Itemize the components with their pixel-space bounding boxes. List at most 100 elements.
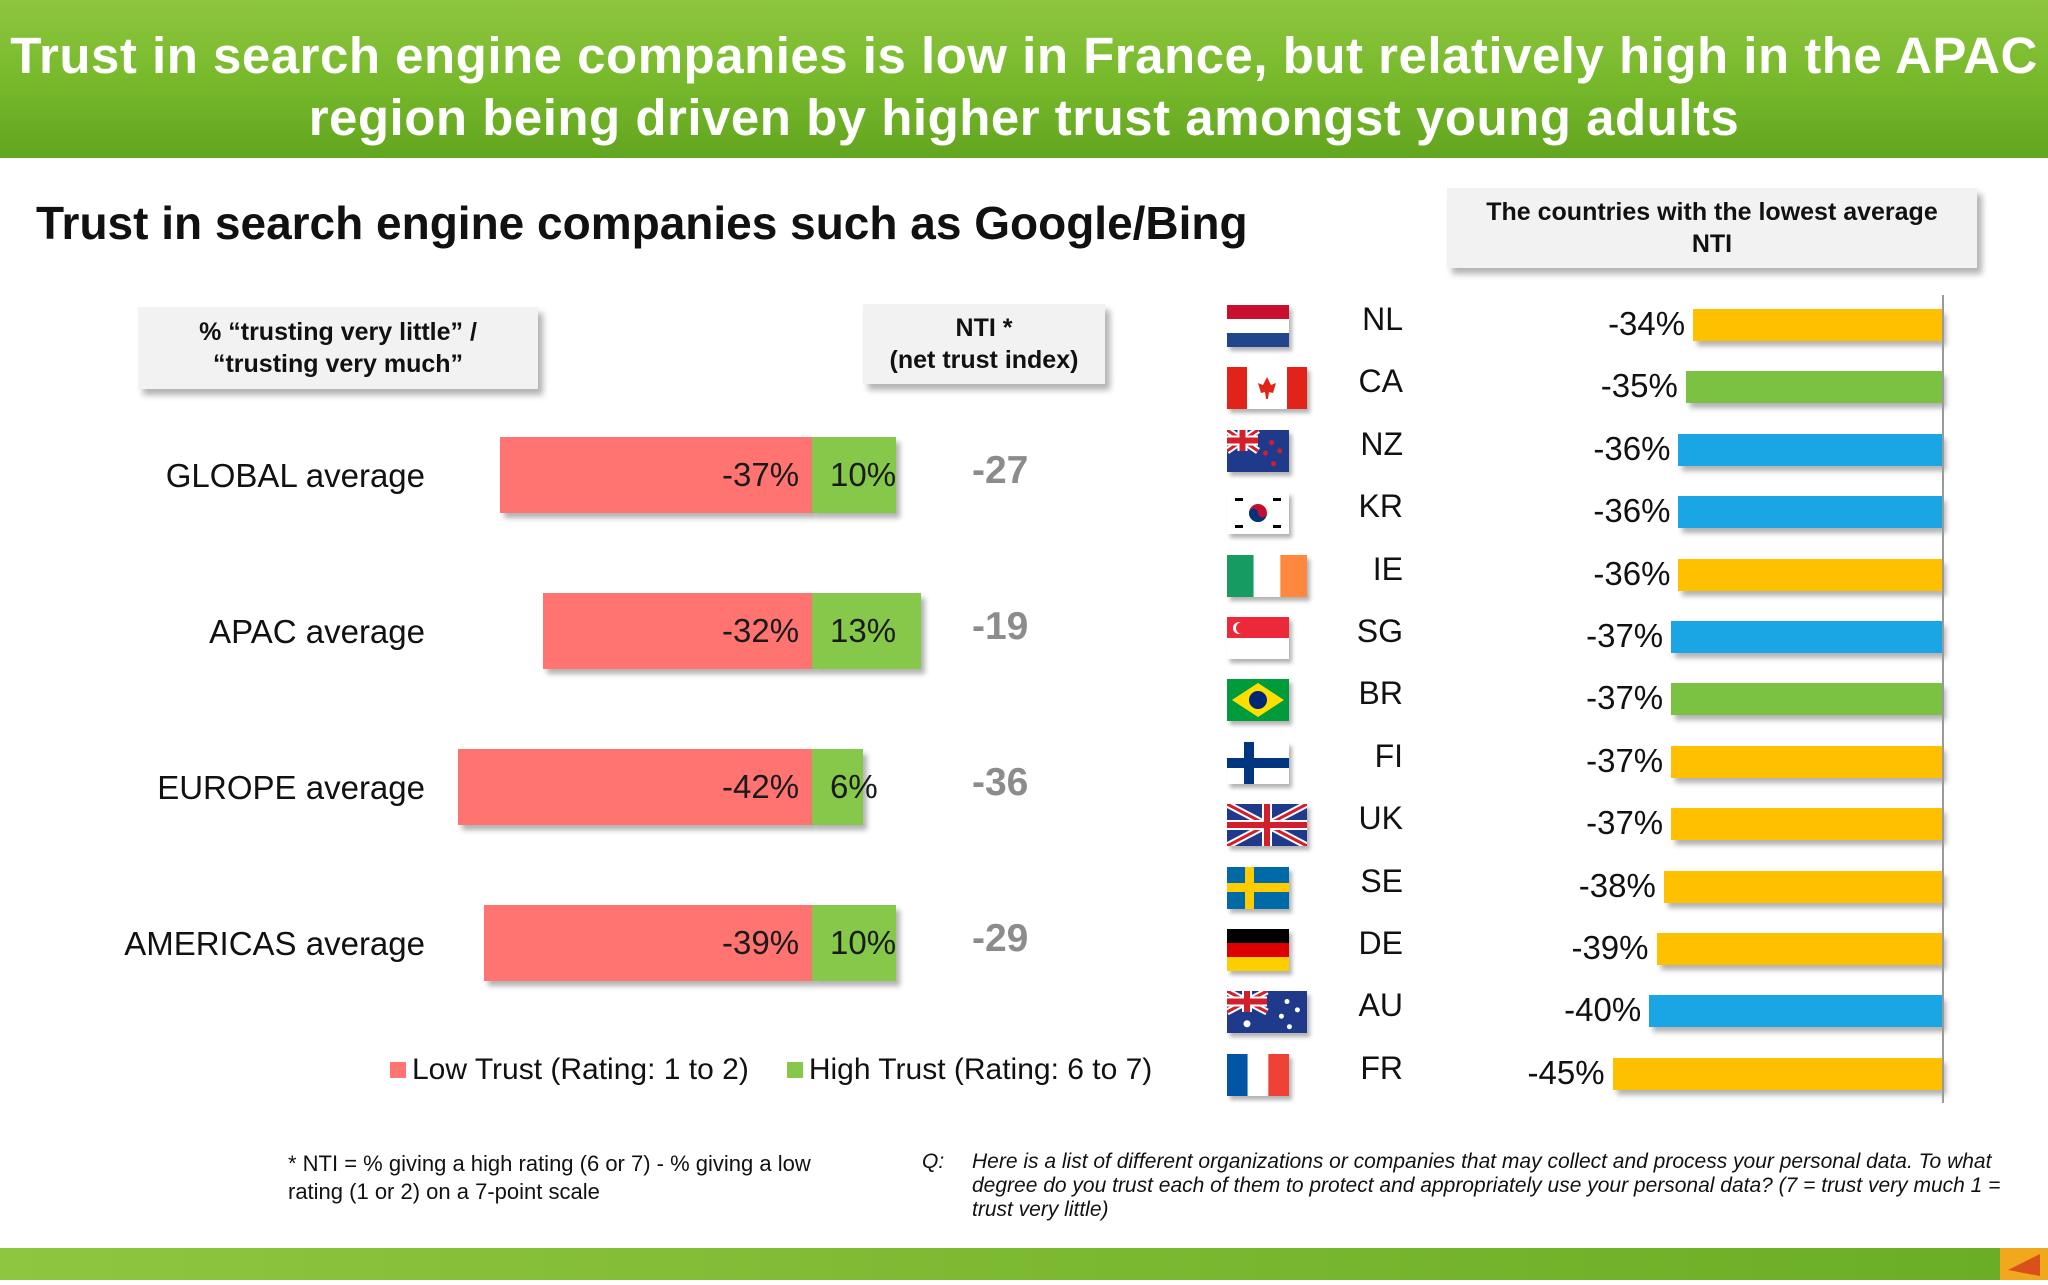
- flag-kr-icon: [1227, 492, 1289, 535]
- legend-label: High Trust (Rating: 6 to 7): [808, 1053, 1153, 1086]
- nti-value: -27: [972, 449, 1029, 492]
- legend-item-high-trust: High Trust (Rating: 6 to 7): [786, 1053, 1153, 1087]
- country-nti-data-label: -45%: [1527, 1053, 1605, 1091]
- nti-value: -29: [972, 917, 1029, 960]
- country-nti-data-label: -40%: [1564, 991, 1642, 1029]
- flag-au-icon-graphic: [1227, 991, 1307, 1034]
- low-trust-data-label: -42%: [722, 768, 800, 805]
- arrow-left-icon: [2008, 1254, 2040, 1276]
- country-label: UK: [1358, 800, 1403, 837]
- survey-question: Here is a list of different organization…: [972, 1150, 2001, 1221]
- country-nti-data-label: -37%: [1586, 804, 1664, 842]
- country-nti-bar: [1671, 745, 1942, 778]
- nti-callout: NTI * (net trust index): [863, 304, 1105, 384]
- country-nti-bar: [1685, 371, 1942, 404]
- country-nti-bar: [1612, 1057, 1942, 1090]
- country-nti-data-label: -36%: [1593, 429, 1671, 467]
- low-trust-bar: [458, 749, 812, 825]
- question-label: Q:: [922, 1150, 945, 1173]
- nti-value: -19: [972, 605, 1029, 648]
- chart-axis-line: [1942, 295, 1944, 1103]
- country-nti-data-label: -36%: [1593, 492, 1671, 530]
- callout-line: NTI: [1691, 230, 1733, 258]
- callout-line: (net trust index): [889, 346, 1079, 374]
- low-trust-data-label: -37%: [722, 456, 800, 493]
- flag-ie-icon: [1227, 554, 1307, 597]
- country-label: SE: [1360, 862, 1403, 899]
- region-label: APAC average: [209, 613, 425, 650]
- country-label: IE: [1372, 550, 1403, 587]
- legend-item-low-trust: Low Trust (Rating: 1 to 2): [390, 1053, 749, 1087]
- callout-line: NTI *: [955, 314, 1013, 342]
- flag-sg-icon: [1227, 617, 1289, 659]
- legend-swatch-low-trust: [390, 1062, 406, 1078]
- flag-fi-icon-graphic: [1227, 741, 1289, 784]
- flag-sg-icon-graphic: [1227, 617, 1289, 659]
- low-trust-data-label: -32%: [722, 612, 800, 649]
- low-trust-data-label: -39%: [722, 924, 800, 961]
- country-nti-bar: [1678, 496, 1942, 529]
- trust-share-callout: % “trusting very little” / “trusting ver…: [138, 307, 538, 389]
- high-trust-data-label: 10%: [830, 924, 897, 961]
- high-trust-bar: [812, 749, 863, 825]
- flag-de-icon-graphic: [1227, 929, 1289, 971]
- country-label: FR: [1360, 1049, 1403, 1086]
- country-nti-data-label: -35%: [1600, 367, 1678, 405]
- flag-nl-icon-graphic: [1227, 305, 1289, 347]
- flag-ca-icon: [1227, 367, 1307, 410]
- region-label: EUROPE average: [157, 769, 425, 806]
- region-label: GLOBAL average: [165, 457, 425, 494]
- country-nti-data-label: -39%: [1571, 929, 1649, 966]
- country-label: SG: [1356, 613, 1403, 649]
- callout-line: “trusting very much”: [212, 350, 464, 378]
- flag-uk-icon-graphic: [1227, 804, 1307, 847]
- flag-ie-icon-graphic: [1227, 554, 1307, 597]
- footer-bar: [0, 1248, 2048, 1280]
- country-label: NZ: [1360, 425, 1403, 462]
- country-nti-bar: [1671, 683, 1942, 716]
- country-nti-data-label: -34%: [1608, 305, 1686, 342]
- country-nti-bar: [1678, 433, 1942, 466]
- high-trust-bar: [812, 437, 897, 513]
- country-nti-bar: [1656, 933, 1942, 965]
- flag-nl-icon: [1227, 305, 1289, 347]
- country-nti-bar: [1671, 808, 1942, 841]
- flag-de-icon: [1227, 929, 1289, 971]
- high-trust-data-label: 6%: [830, 768, 878, 805]
- country-label: NL: [1362, 301, 1403, 337]
- high-trust-data-label: 10%: [830, 456, 897, 493]
- low-trust-bar: [483, 905, 812, 981]
- country-nti-data-label: -38%: [1578, 866, 1656, 904]
- flag-ca-icon-graphic: [1227, 367, 1307, 410]
- chart-legend: Low Trust (Rating: 1 to 2) High Trust (R…: [390, 1050, 1190, 1090]
- country-nti-data-label: -37%: [1586, 679, 1664, 717]
- chart-subtitle: Trust in search engine companies such as…: [36, 197, 1248, 249]
- callout-line: % “trusting very little” /: [199, 318, 477, 346]
- lowest-nti-callout: The countries with the lowest average NT…: [1447, 188, 1977, 268]
- region-label: AMERICAS average: [124, 925, 425, 962]
- nti-value: -36: [972, 761, 1029, 804]
- country-nti-data-label: -36%: [1593, 554, 1671, 592]
- slide-title-line-2: region being driven by higher trust amon…: [308, 89, 1740, 146]
- flag-fi-icon: [1227, 741, 1289, 784]
- country-nti-data-label: -37%: [1586, 741, 1664, 779]
- country-label: KR: [1358, 488, 1403, 525]
- flag-br-icon: [1227, 679, 1289, 722]
- previous-slide-button[interactable]: [2000, 1248, 2048, 1280]
- low-trust-bar: [500, 437, 812, 513]
- flag-se-icon: [1227, 866, 1289, 909]
- flag-nz-icon-graphic: [1227, 429, 1289, 472]
- country-nti-bar: [1663, 870, 1942, 903]
- high-trust-bar: [812, 905, 897, 981]
- slide-title-line-1: Trust in search engine companies is low …: [10, 27, 2038, 84]
- high-trust-bar: [812, 593, 922, 669]
- legend-swatch-high-trust: [786, 1062, 803, 1078]
- flag-kr-icon-graphic: [1227, 492, 1289, 535]
- flag-nz-icon: [1227, 429, 1289, 472]
- country-nti-bar: [1649, 995, 1942, 1028]
- flag-au-icon: [1227, 991, 1307, 1034]
- country-label: DE: [1358, 925, 1403, 961]
- country-label: FI: [1374, 737, 1403, 774]
- country-nti-bar: [1671, 621, 1942, 653]
- country-label: BR: [1358, 675, 1403, 712]
